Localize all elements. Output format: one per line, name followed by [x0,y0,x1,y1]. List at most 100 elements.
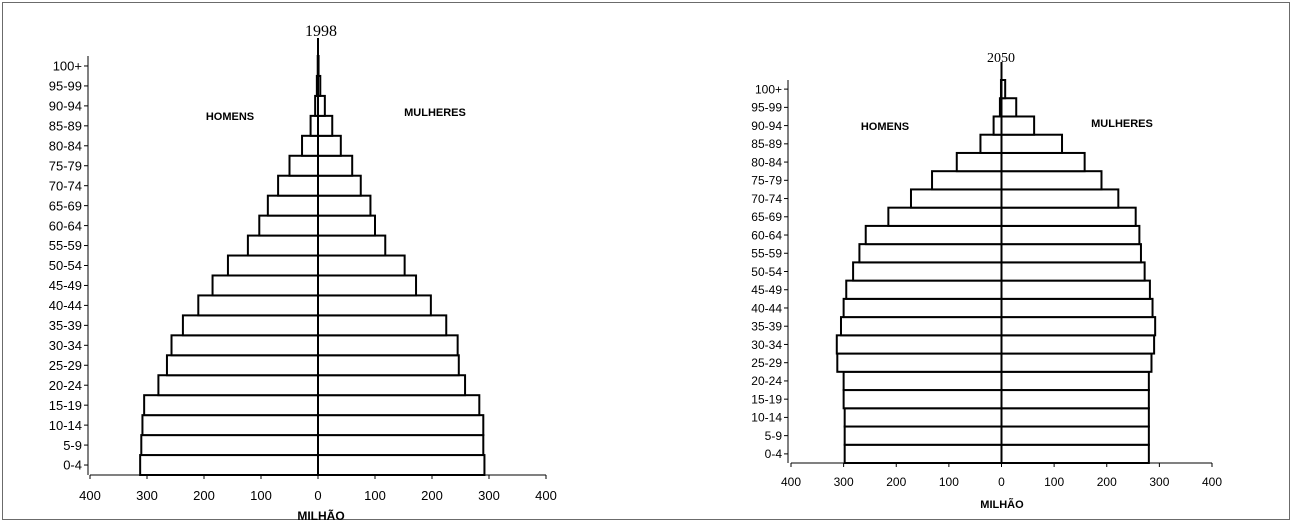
y-tick-label: 90-94 [49,99,82,114]
bar-mulheres-70-74 [1002,189,1119,207]
y-tick-label: 40-44 [49,298,82,313]
bar-homens-30-34 [837,335,1002,353]
bar-homens-45-49 [213,275,318,295]
chart-title: 1998 [305,23,337,40]
bar-homens-70-74 [911,189,1002,207]
bar-mulheres-55-59 [1002,244,1141,262]
bar-mulheres-65-69 [318,196,370,216]
bar-homens-65-69 [268,196,318,216]
y-tick-label: 70-74 [751,192,782,206]
x-axis-label: MILHÃO [980,498,1024,511]
y-tick-label: 75-79 [751,174,782,188]
bar-mulheres-85-89 [318,116,332,136]
x-tick-label: 100 [250,488,272,503]
y-tick-label: 20-24 [49,378,82,393]
y-tick-label: 75-79 [49,158,82,173]
y-tick-label: 65-69 [49,198,82,213]
bar-homens-10-14 [142,415,318,435]
bar-mulheres-95-99 [1002,98,1017,116]
y-tick-label: 95-99 [751,101,782,115]
bar-mulheres-90-94 [318,96,325,116]
bar-mulheres-75-79 [1002,171,1102,189]
y-tick-label: 35-39 [751,320,782,334]
bar-homens-30-34 [172,335,318,355]
bar-mulheres-15-19 [1002,390,1149,408]
bar-homens-85-89 [980,135,1001,153]
bar-homens-60-64 [866,226,1002,244]
x-tick-label: 200 [1097,475,1117,489]
bar-homens-45-49 [846,281,1001,299]
y-tick-label: 85-89 [49,119,82,134]
bar-homens-20-24 [158,375,318,395]
y-tick-label: 45-49 [751,283,782,297]
bar-mulheres-10-14 [318,415,483,435]
y-tick-label: 45-49 [49,278,82,293]
bar-mulheres-45-49 [318,275,416,295]
pyramid-svg-1998: 1998 HOMENS MULHERES MILHÃO 0-45-910-141… [0,0,600,524]
x-tick-label: 300 [478,488,500,503]
bar-mulheres-70-74 [318,176,361,196]
x-tick-label: 0 [314,488,321,503]
bar-homens-75-79 [290,156,319,176]
y-tick-label: 80-84 [49,138,82,153]
y-tick-label: 85-89 [751,137,782,151]
bar-homens-55-59 [859,244,1001,262]
x-tick-label: 0 [998,475,1005,489]
y-tick-label: 90-94 [751,119,782,133]
bar-mulheres-25-29 [1002,354,1152,372]
x-axis-label: MILHÃO [297,508,344,523]
bar-homens-0-4 [845,445,1002,463]
bar-mulheres-0-4 [318,455,484,475]
bar-mulheres-5-9 [318,435,483,455]
bar-homens-75-79 [932,171,1001,189]
bar-mulheres-60-64 [318,216,375,236]
y-tick-label: 25-29 [751,356,782,370]
bar-homens-70-74 [278,176,318,196]
bar-homens-60-64 [259,216,318,236]
y-tick-label: 60-64 [751,228,782,242]
bar-mulheres-65-69 [1002,208,1136,226]
bar-homens-0-4 [140,455,318,475]
bar-homens-35-39 [183,315,318,335]
bar-mulheres-0-4 [1002,445,1149,463]
x-tick-label: 100 [939,475,959,489]
bar-mulheres-85-89 [1002,135,1063,153]
bar-homens-65-69 [888,208,1001,226]
bar-homens-50-54 [228,256,318,276]
bar-mulheres-20-24 [318,375,465,395]
y-tick-label: 65-69 [751,210,782,224]
x-tick-label: 200 [193,488,215,503]
y-tick-label: 70-74 [49,178,82,193]
bar-mulheres-55-59 [318,236,385,256]
y-tick-label: 60-64 [49,218,82,233]
bar-mulheres-50-54 [1002,262,1145,280]
y-tick-label: 100+ [53,59,82,74]
y-tick-label: 5-9 [765,429,783,443]
y-tick-label: 55-59 [49,238,82,253]
y-tick-label: 50-54 [49,258,82,273]
x-tick-label: 100 [1044,475,1064,489]
bar-mulheres-45-49 [1002,281,1150,299]
bar-homens-20-24 [844,372,1002,390]
bar-mulheres-5-9 [1002,427,1149,445]
y-tick-label: 10-14 [751,411,782,425]
bar-mulheres-80-84 [1002,153,1085,171]
x-tick-label: 400 [79,488,101,503]
y-tick-label: 10-14 [49,418,82,433]
y-tick-label: 0-4 [63,458,82,473]
y-tick-label: 30-34 [751,338,782,352]
x-tick-label: 400 [1202,475,1222,489]
bar-homens-40-44 [844,299,1002,317]
y-tick-label: 0-4 [765,447,783,461]
annotation-homens: HOMENS [861,121,909,133]
y-tick-label: 30-34 [49,338,82,353]
bar-homens-40-44 [198,295,318,315]
bar-mulheres-30-34 [318,335,458,355]
annotation-mulheres: MULHERES [404,107,466,119]
y-tick-label: 40-44 [751,301,782,315]
y-tick-label: 25-29 [49,358,82,373]
bar-mulheres-75-79 [318,156,352,176]
bar-mulheres-10-14 [1002,408,1149,426]
y-tick-label: 50-54 [751,265,782,279]
